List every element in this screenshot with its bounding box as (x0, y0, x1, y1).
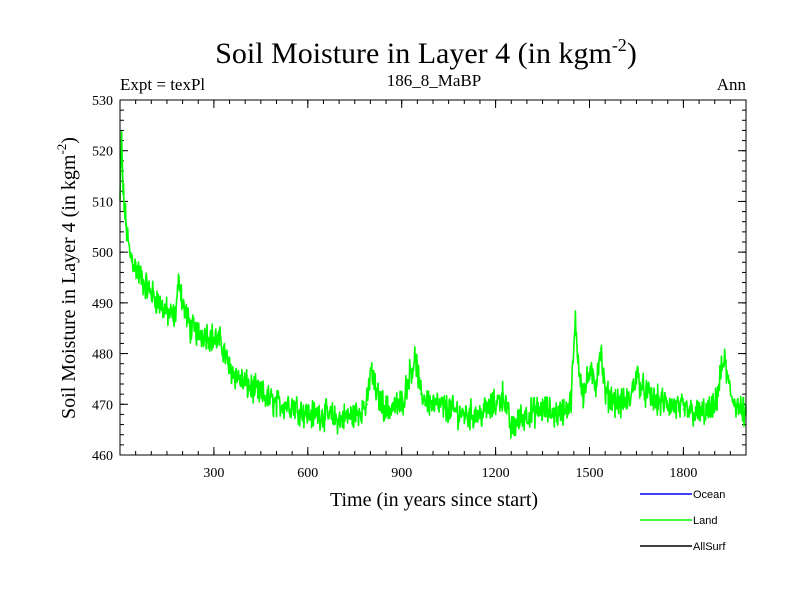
legend: Ocean Land AllSurf (640, 489, 726, 553)
data-point (641, 388, 644, 390)
data-point (604, 393, 606, 395)
data-point (651, 398, 653, 401)
data-point (667, 403, 669, 406)
x-tick-label: 300 (203, 466, 224, 481)
data-point (595, 383, 597, 385)
data-point (620, 403, 622, 406)
data-point (128, 251, 131, 253)
x-tick-label: 600 (297, 466, 318, 481)
data-point (629, 398, 631, 401)
season-label: Ann (717, 75, 747, 94)
data-point (577, 362, 580, 365)
data-point (541, 408, 544, 411)
y-tick-label: 460 (92, 449, 113, 464)
data-point (375, 393, 378, 395)
data-point (494, 403, 497, 406)
data-point (385, 408, 387, 411)
data-point (244, 383, 246, 385)
y-tick-label: 520 (92, 145, 113, 160)
data-point (635, 373, 638, 375)
data-point (181, 302, 184, 304)
data-point (322, 413, 325, 416)
data-point (369, 368, 372, 370)
data-point (582, 393, 584, 395)
legend-label-ocean: Ocean (693, 489, 725, 501)
data-point (125, 226, 128, 228)
data-point (354, 413, 356, 416)
data-point (713, 408, 716, 411)
experiment-label: Expt = texPl (120, 75, 205, 94)
y-tick-label: 490 (92, 297, 113, 312)
data-point (729, 393, 732, 395)
y-tick-label: 480 (92, 348, 113, 363)
x-tick-label: 1800 (669, 466, 697, 481)
data-point (400, 403, 403, 406)
data-point (275, 403, 278, 406)
data-point (526, 413, 528, 416)
data-point (178, 276, 181, 279)
plot-frame (119, 99, 747, 456)
data-point (120, 139, 123, 142)
data-point (291, 403, 293, 406)
data-point (166, 312, 168, 314)
data-point (220, 342, 223, 345)
data-point (134, 266, 137, 269)
data-point (738, 408, 741, 411)
series-line-land (119, 130, 747, 439)
data-point (723, 357, 725, 360)
data-point (213, 337, 215, 340)
series-group (119, 130, 747, 439)
y-tick-label: 470 (92, 398, 113, 413)
data-point (122, 190, 124, 193)
data-point (682, 408, 685, 411)
x-tick-label: 900 (391, 466, 412, 481)
legend-label-land: Land (693, 515, 717, 527)
data-point (410, 368, 412, 370)
data-point (463, 413, 466, 416)
data-point (189, 327, 192, 330)
x-tick-label: 1200 (482, 466, 510, 481)
data-point (720, 373, 722, 375)
data-point (415, 357, 417, 360)
data-point (307, 413, 309, 416)
data-point (197, 332, 200, 335)
data-point (228, 368, 231, 370)
data-point (158, 302, 160, 304)
chart-title: Soil Moisture in Layer 4 (in kgm-2) (215, 35, 637, 70)
data-point (419, 393, 422, 395)
data-point (588, 373, 591, 375)
data-point (205, 332, 207, 335)
y-axis-label: Soil Moisture in Layer 4 (in kgm-2) (54, 137, 80, 419)
data-point (338, 418, 340, 421)
data-point (569, 403, 572, 406)
y-tick-labels: 460 470 480 490 500 510 520 530 (92, 94, 113, 464)
data-point (150, 291, 153, 294)
x-tick-label: 1500 (576, 466, 604, 481)
x-tick-labels: 300 600 900 1200 1500 1800 (203, 466, 697, 481)
data-point (174, 317, 176, 319)
y-tick-label: 500 (92, 246, 113, 261)
data-point (366, 403, 369, 406)
data-point (698, 413, 700, 416)
data-point (557, 413, 559, 416)
data-point (432, 403, 434, 406)
data-point (574, 322, 577, 324)
data-point (502, 393, 505, 395)
legend-label-allsurf: AllSurf (693, 541, 726, 553)
data-point (447, 408, 450, 411)
data-point (510, 428, 513, 431)
data-point (260, 393, 262, 395)
y-tick-label: 530 (92, 94, 113, 109)
data-point (518, 418, 520, 421)
y-tick-label: 510 (92, 195, 113, 210)
period-label: 186_8_MaBP (387, 71, 481, 90)
data-point (142, 281, 145, 284)
data-point (599, 347, 602, 350)
data-point (479, 413, 481, 416)
x-axis-label: Time (in years since start) (330, 489, 538, 511)
